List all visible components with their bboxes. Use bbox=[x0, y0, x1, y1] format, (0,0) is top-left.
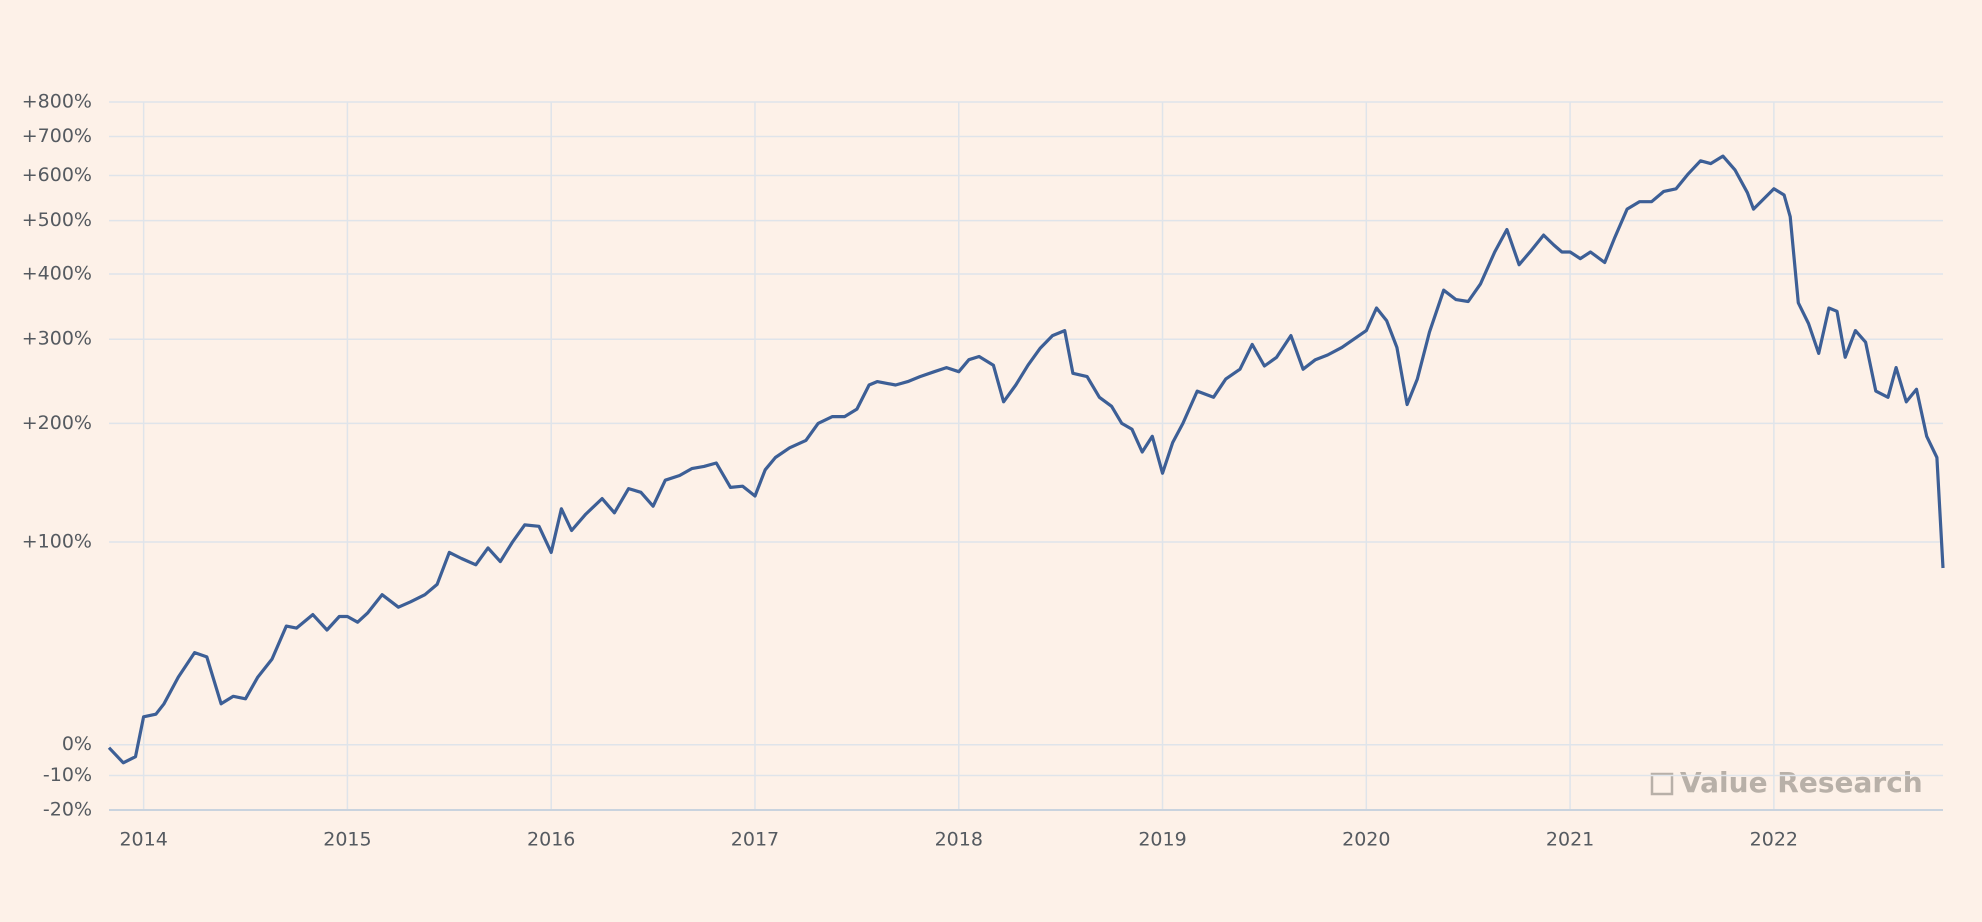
x-tick-label: 2014 bbox=[119, 829, 167, 851]
watermark: Value Research bbox=[1680, 766, 1923, 799]
y-tick-label: -20% bbox=[43, 799, 92, 821]
x-tick-label: 2021 bbox=[1546, 829, 1594, 851]
x-tick-label: 2020 bbox=[1342, 829, 1390, 851]
y-tick-label: 0% bbox=[62, 733, 92, 755]
y-tick-label: +300% bbox=[22, 328, 92, 350]
watermark-group: Value Research bbox=[1650, 766, 1923, 799]
x-tick-label: 2015 bbox=[323, 829, 371, 851]
x-tick-label: 2019 bbox=[1138, 829, 1186, 851]
x-tick-label: 2022 bbox=[1750, 829, 1798, 851]
y-tick-label: -10% bbox=[43, 764, 92, 786]
y-tick-label: +100% bbox=[22, 530, 92, 552]
y-tick-label: +500% bbox=[22, 209, 92, 231]
y-tick-label: +200% bbox=[22, 412, 92, 434]
line-series bbox=[107, 154, 1945, 765]
x-tick-label: 2018 bbox=[935, 829, 983, 851]
x-tick-label: 2017 bbox=[731, 829, 779, 851]
y-tick-label: +800% bbox=[22, 91, 92, 113]
watermark-icon bbox=[1650, 772, 1674, 796]
x-tick-label: 2016 bbox=[527, 829, 575, 851]
y-tick-label: +400% bbox=[22, 262, 92, 284]
y-tick-label: +600% bbox=[22, 164, 92, 186]
y-tick-label: +700% bbox=[22, 125, 92, 147]
